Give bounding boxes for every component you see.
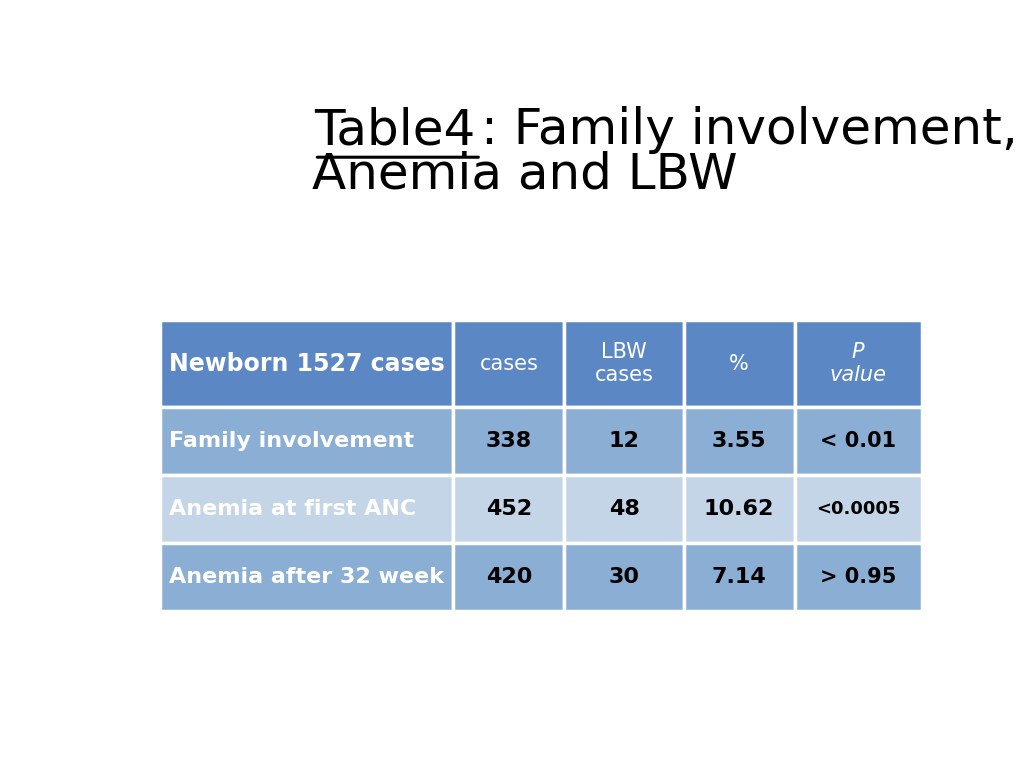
FancyBboxPatch shape	[160, 544, 454, 611]
FancyBboxPatch shape	[684, 407, 795, 475]
Text: 7.14: 7.14	[712, 568, 766, 588]
Text: Anemia and LBW: Anemia and LBW	[312, 151, 737, 199]
FancyBboxPatch shape	[454, 544, 564, 611]
Text: %: %	[729, 353, 749, 373]
FancyBboxPatch shape	[795, 544, 922, 611]
Text: > 0.95: > 0.95	[820, 568, 896, 588]
FancyBboxPatch shape	[795, 319, 922, 407]
FancyBboxPatch shape	[684, 544, 795, 611]
Text: < 0.01: < 0.01	[820, 432, 896, 452]
Text: Newborn 1527 cases: Newborn 1527 cases	[169, 352, 445, 376]
FancyBboxPatch shape	[454, 407, 564, 475]
Text: LBW
cases: LBW cases	[595, 342, 653, 386]
FancyBboxPatch shape	[795, 407, 922, 475]
Text: Table4: Table4	[314, 106, 476, 154]
Text: 30: 30	[608, 568, 640, 588]
Text: Family involvement: Family involvement	[169, 432, 415, 452]
Text: 420: 420	[485, 568, 532, 588]
Text: <0.0005: <0.0005	[816, 501, 900, 518]
FancyBboxPatch shape	[160, 475, 454, 544]
FancyBboxPatch shape	[454, 319, 564, 407]
FancyBboxPatch shape	[160, 407, 454, 475]
FancyBboxPatch shape	[454, 475, 564, 544]
Text: 338: 338	[485, 432, 532, 452]
Text: Anemia after 32 week: Anemia after 32 week	[169, 568, 444, 588]
Text: Anemia at first ANC: Anemia at first ANC	[169, 499, 417, 519]
Text: 10.62: 10.62	[703, 499, 774, 519]
Text: 3.55: 3.55	[712, 432, 766, 452]
Text: cases: cases	[479, 353, 539, 373]
FancyBboxPatch shape	[564, 544, 684, 611]
FancyBboxPatch shape	[684, 475, 795, 544]
FancyBboxPatch shape	[564, 319, 684, 407]
FancyBboxPatch shape	[564, 407, 684, 475]
Text: P
value: P value	[829, 342, 887, 386]
Text: 452: 452	[485, 499, 532, 519]
FancyBboxPatch shape	[684, 319, 795, 407]
FancyBboxPatch shape	[564, 475, 684, 544]
FancyBboxPatch shape	[795, 475, 922, 544]
FancyBboxPatch shape	[160, 319, 454, 407]
Text: : Family involvement,: : Family involvement,	[481, 106, 1018, 154]
Text: 48: 48	[608, 499, 639, 519]
Text: 12: 12	[608, 432, 639, 452]
